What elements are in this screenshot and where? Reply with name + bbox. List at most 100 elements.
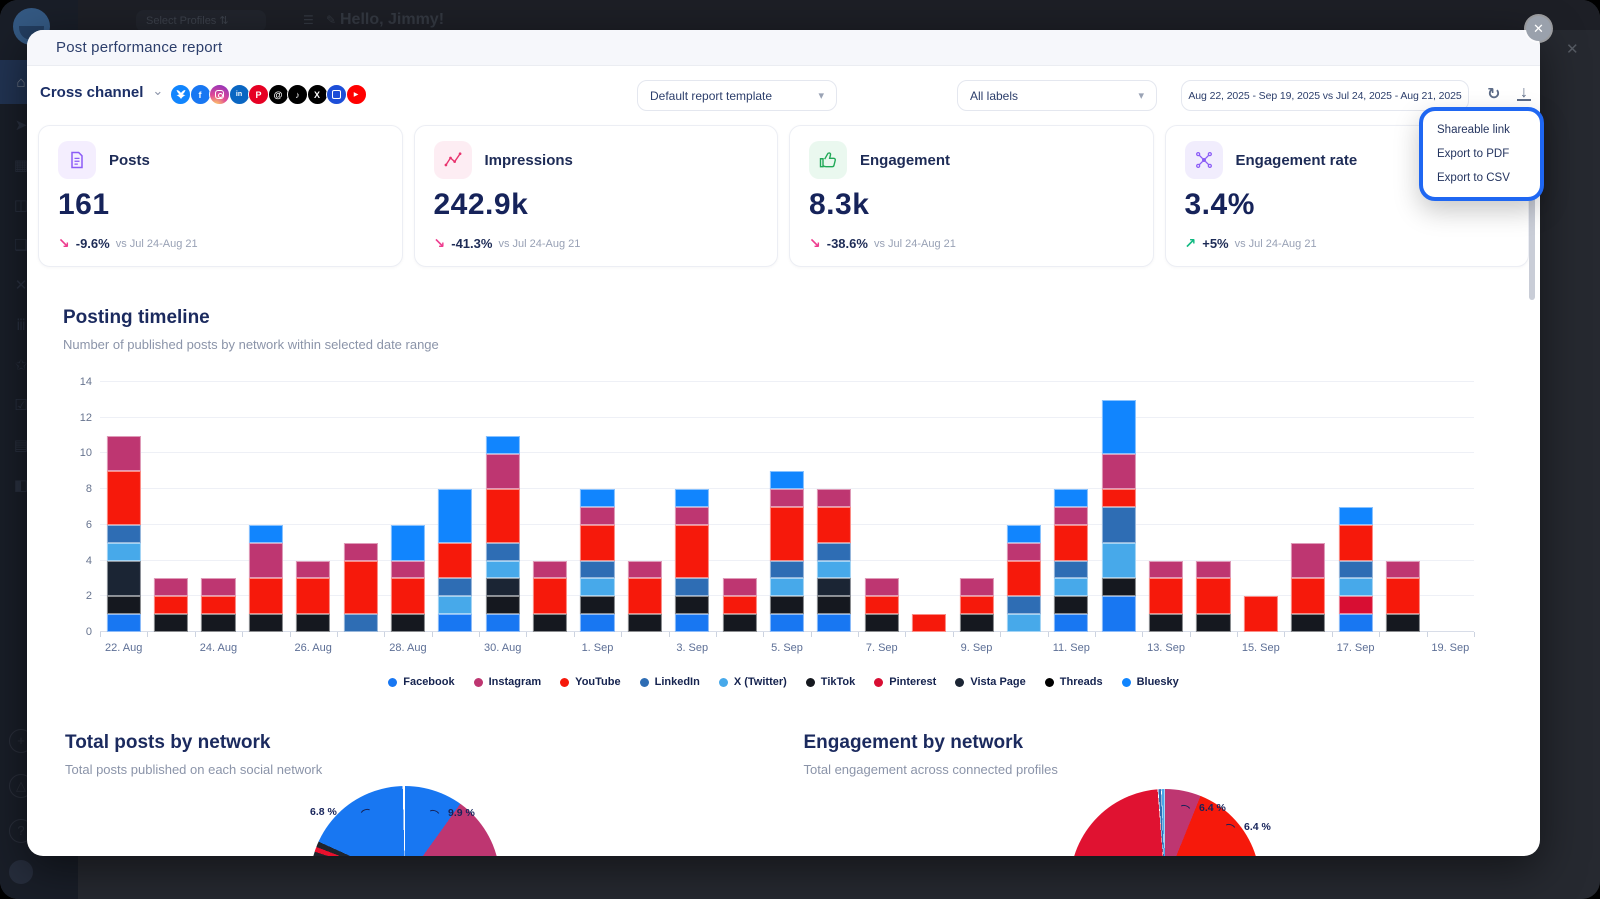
bar-segment-bluesky — [1101, 399, 1136, 454]
bar-segment-tiktok — [580, 596, 615, 615]
report-template-dropdown[interactable]: Default report template ▾ — [637, 80, 837, 111]
reports-icon[interactable]: ◧ — [13, 477, 29, 494]
x-legend-dot — [718, 677, 728, 687]
bar-segment-instagram — [1101, 453, 1136, 490]
modal-scrollbar[interactable] — [1529, 110, 1535, 300]
bar-segment-linkedin — [1101, 507, 1136, 543]
channel-selector[interactable]: Cross channel ⌄ — [40, 83, 163, 101]
x-axis-tick — [100, 632, 101, 637]
legend-item-vista_page[interactable]: Vista Page — [955, 676, 1026, 688]
tiktok-icon[interactable]: ♪ — [287, 84, 308, 105]
legend-item-facebook[interactable]: Facebook — [388, 676, 455, 688]
x-axis-tick — [573, 632, 575, 637]
bar-segment-facebook — [1338, 614, 1373, 632]
bar-segment-tiktok — [248, 614, 283, 632]
media-icon[interactable]: ◫ — [13, 197, 29, 214]
legend-item-x[interactable]: X (Twitter) — [718, 676, 787, 688]
kpi-value: 242.9k — [433, 188, 529, 221]
bar-segment-youtube — [1196, 578, 1231, 615]
chevron-down-icon: ▾ — [818, 90, 824, 102]
bar-segment-tiktok — [296, 614, 331, 632]
bar-segment-youtube — [533, 578, 568, 615]
bar-segment-instagram — [580, 507, 615, 525]
gridline — [100, 416, 1474, 418]
x-axis-label: 15. Sep — [1241, 642, 1280, 654]
date-range-picker[interactable]: Aug 22, 2025 - Sep 19, 2025 vs Jul 24, 2… — [1181, 80, 1469, 111]
bar-segment-tiktok — [722, 614, 757, 632]
kpi-comparison: vs Jul 24-Aug 21 — [115, 237, 198, 250]
y-axis-label: 14 — [79, 376, 92, 388]
kpi-value: 161 — [58, 188, 110, 221]
bar-segment-facebook — [106, 614, 141, 632]
bar-segment-youtube — [343, 560, 378, 615]
chat-icon[interactable]: ❑ — [14, 237, 28, 254]
calendar-icon[interactable]: ▦ — [13, 157, 29, 174]
legend-item-youtube[interactable]: YouTube — [560, 676, 621, 688]
vista-page-icon[interactable] — [326, 84, 347, 105]
close-button[interactable]: ✕ — [1526, 16, 1551, 41]
bar-segment-facebook — [817, 614, 852, 632]
download-icon[interactable]: ↓ — [1517, 84, 1531, 101]
bar-segment-youtube — [864, 596, 899, 615]
bar-segment-instagram — [1148, 560, 1184, 579]
timeline-legend: Facebook Instagram YouTube LinkedIn X (Twitt… — [63, 676, 1504, 688]
bar-segment-instagram — [485, 453, 520, 490]
bar-segment-bluesky — [675, 489, 710, 508]
avatar[interactable] — [9, 860, 33, 884]
tasks-icon[interactable]: ☑ — [14, 397, 28, 414]
legend-item-instagram[interactable]: Instagram — [473, 676, 542, 688]
post-performance-modal: Post performance report Cross channel ⌄ … — [27, 30, 1540, 856]
x-twitter-icon[interactable]: X — [306, 84, 328, 105]
youtube-icon[interactable]: ▶ — [345, 84, 367, 105]
export-menu: Shareable link Export to PDF Export to C… — [1419, 107, 1544, 201]
kpi-label: Engagement — [860, 151, 951, 169]
posting-timeline-section: Posting timeline Number of published pos… — [27, 267, 1540, 688]
menu-item-shareable-link[interactable]: Shareable link — [1437, 124, 1510, 136]
select-profiles-input[interactable]: Select Profiles ⇅ — [136, 10, 266, 32]
threads-icon[interactable]: @ — [267, 84, 289, 105]
y-axis-label: 4 — [85, 554, 92, 567]
analytics-icon[interactable]: ⅲ — [16, 317, 26, 334]
bar-segment-youtube — [627, 578, 662, 615]
linkedin-icon[interactable]: in — [228, 84, 250, 105]
legend-label: YouTube — [575, 676, 621, 688]
bar-segment-instagram — [959, 578, 994, 597]
section-subtitle: Total posts published on each social net… — [65, 762, 323, 777]
menu-item-export-pdf[interactable]: Export to PDF — [1437, 148, 1510, 160]
modal-header: Post performance report — [27, 30, 1540, 66]
bar-1. Sep — [580, 382, 615, 632]
labels-filter-dropdown[interactable]: All labels ▾ — [957, 80, 1157, 111]
pinterest-icon[interactable]: P — [248, 84, 269, 105]
menu-icon[interactable]: ☰ — [303, 13, 314, 27]
legend-label: Threads — [1059, 676, 1103, 688]
home-icon[interactable]: ⌂ — [16, 74, 26, 91]
bar-6. Sep — [817, 382, 852, 632]
report-toolbar: Cross channel ⌄ f in P @ ♪ X ▶ Default r… — [27, 66, 1540, 125]
inbox-icon[interactable]: ▤ — [13, 437, 29, 454]
send-icon[interactable]: ➤ — [14, 117, 28, 134]
legend-label: Instagram — [488, 676, 542, 688]
kpi-row: Posts 161 ↘ -9.6% vs Jul 24-Aug 21 Impre… — [27, 125, 1540, 267]
refresh-icon[interactable]: ↻ — [1487, 86, 1501, 103]
bar-segment-youtube — [296, 578, 331, 615]
pie-percent-label: 6.8 % — [310, 806, 337, 818]
y-axis-label: 8 — [85, 483, 92, 496]
engagement-rate-network-icon — [1184, 141, 1223, 179]
facebook-icon[interactable]: f — [189, 84, 211, 105]
menu-item-export-csv[interactable]: Export to CSV — [1437, 172, 1510, 184]
y-axis-label: 10 — [79, 447, 92, 460]
x-axis-label: 1. Sep — [581, 642, 614, 654]
legend-item-bluesky[interactable]: Bluesky — [1121, 676, 1179, 688]
legend-item-tiktok[interactable]: TikTok — [805, 676, 855, 688]
legend-item-pinterest[interactable]: Pinterest — [874, 676, 936, 688]
favorites-icon[interactable]: ✩ — [14, 357, 28, 374]
bar-segment-tiktok — [1054, 596, 1089, 615]
bluesky-icon[interactable] — [170, 84, 191, 105]
instagram-icon[interactable] — [209, 84, 230, 105]
legend-item-threads[interactable]: Threads — [1044, 676, 1103, 688]
legend-item-linkedin[interactable]: LinkedIn — [639, 676, 700, 688]
bar-segment-instagram — [769, 489, 805, 508]
bar-segment-facebook — [675, 614, 710, 632]
edit-icon[interactable]: ✎ — [326, 13, 337, 27]
network-icon[interactable]: ✕ — [14, 277, 28, 294]
